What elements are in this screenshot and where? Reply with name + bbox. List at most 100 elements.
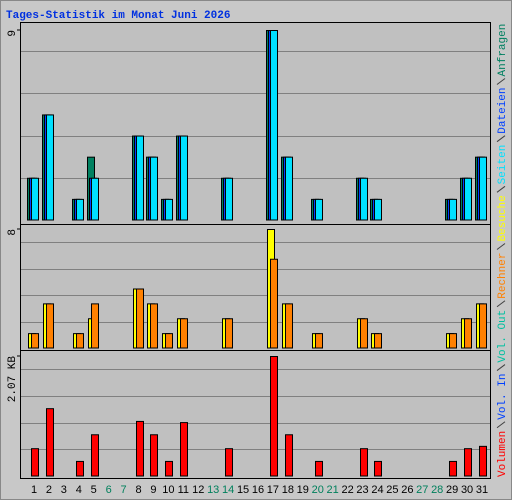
- bar: [136, 288, 144, 349]
- bar: [479, 156, 487, 221]
- legend-separator: [496, 135, 506, 143]
- legend-label: Anfragen: [497, 24, 509, 77]
- bar: [136, 135, 144, 221]
- bar: [374, 333, 382, 349]
- bar: [315, 198, 323, 221]
- bar: [46, 303, 54, 349]
- bar: [225, 318, 233, 349]
- bar: [360, 177, 368, 221]
- x-tick-label: 11: [178, 484, 189, 496]
- x-tick-label: 22: [341, 484, 353, 496]
- bar: [464, 448, 472, 477]
- bar: [449, 198, 457, 221]
- bar: [374, 198, 382, 221]
- legend-label: Vol. Out: [497, 310, 509, 363]
- bar: [315, 333, 323, 349]
- bar: [31, 177, 39, 221]
- x-tick-label: 8: [135, 484, 141, 496]
- bar: [76, 198, 84, 221]
- x-tick-label: 24: [371, 484, 383, 496]
- bar: [479, 303, 487, 349]
- x-tick-label: 18: [282, 484, 294, 496]
- bar: [150, 434, 158, 477]
- x-tick-label: 20: [312, 484, 324, 496]
- bar: [180, 318, 188, 349]
- legend-label: Volumen: [497, 431, 509, 477]
- x-tick-label: 2: [46, 484, 52, 496]
- bar: [315, 460, 323, 477]
- legend-separator: [496, 243, 506, 250]
- bar: [76, 460, 84, 477]
- legend-label: Dateien: [497, 87, 509, 133]
- bar: [270, 30, 278, 221]
- bar: [150, 303, 158, 349]
- x-tick-label: 31: [476, 484, 488, 496]
- x-tick-label: 19: [297, 484, 309, 496]
- bar: [225, 177, 233, 221]
- bar: [360, 448, 368, 477]
- legend-label: Rechner: [497, 253, 509, 299]
- bar: [46, 408, 54, 477]
- bar: [449, 460, 457, 477]
- x-tick-label: 16: [252, 484, 264, 496]
- bar: [464, 177, 472, 221]
- bar: [76, 333, 84, 349]
- bar: [150, 156, 158, 221]
- x-tick-label: 30: [461, 484, 473, 496]
- plot-area: [20, 22, 491, 479]
- y-tick-label: 2.07 KB: [7, 356, 19, 403]
- bar: [285, 303, 293, 349]
- x-tick-label: 17: [267, 484, 279, 496]
- bar: [360, 318, 368, 349]
- bar: [31, 333, 39, 349]
- legend-label: Besuche: [497, 195, 509, 241]
- x-tick-label: 25: [386, 484, 398, 496]
- x-tick-label: 13: [207, 484, 219, 496]
- x-tick-label: 26: [401, 484, 413, 496]
- y-tick-label: 9: [7, 30, 19, 37]
- x-tick-label: 4: [76, 484, 82, 496]
- bar: [449, 333, 457, 349]
- x-tick-label: 5: [91, 484, 97, 496]
- bar: [31, 448, 39, 477]
- bar: [91, 303, 99, 349]
- x-tick-label: 23: [356, 484, 368, 496]
- bar: [270, 356, 278, 477]
- x-tick-label: 10: [162, 484, 174, 496]
- bar: [165, 198, 173, 221]
- x-tick-label: 9: [150, 484, 156, 496]
- legend-label: Seiten: [497, 145, 509, 185]
- x-tick-label: 7: [121, 484, 127, 496]
- x-tick-label: 29: [446, 484, 458, 496]
- x-tick-label: 6: [106, 484, 112, 496]
- bar: [180, 422, 188, 477]
- x-tick-label: 12: [192, 484, 204, 496]
- bar: [46, 114, 54, 221]
- legend-separator: [496, 364, 506, 371]
- legend-separator: [496, 300, 506, 308]
- legend-separator: [496, 78, 506, 85]
- bar: [374, 460, 382, 477]
- chart-title: Tages-Statistik im Monat Juni 2026: [6, 10, 230, 22]
- y-tick-label: 8: [7, 229, 19, 236]
- bar: [91, 434, 99, 477]
- x-tick-label: 14: [222, 484, 234, 496]
- legend-separator: [496, 421, 506, 429]
- x-tick-label: 3: [61, 484, 67, 496]
- bar: [180, 135, 188, 221]
- bar: [165, 460, 173, 477]
- x-tick-label: 27: [416, 484, 428, 496]
- x-tick-label: 1: [31, 484, 37, 496]
- bar: [285, 156, 293, 221]
- bar: [136, 420, 144, 477]
- x-tick-label: 28: [431, 484, 443, 496]
- bar: [285, 434, 293, 477]
- legend-label: Vol. In: [497, 374, 509, 420]
- bar: [225, 448, 233, 477]
- bar: [165, 333, 173, 349]
- bar: [270, 258, 278, 349]
- bar: [479, 445, 487, 477]
- legend-separator: [496, 185, 506, 193]
- bar: [464, 318, 472, 349]
